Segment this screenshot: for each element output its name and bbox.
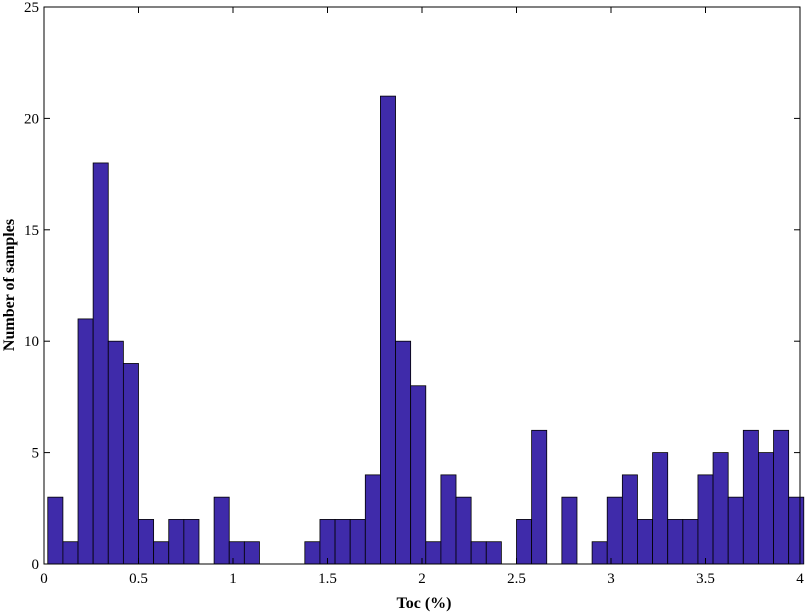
histogram-bar (183, 519, 200, 565)
histogram-bar (62, 541, 79, 565)
histogram-bar (591, 541, 608, 565)
histogram-bar (380, 95, 396, 565)
x-tick-label: 4 (796, 571, 804, 587)
histogram-bar (92, 162, 109, 565)
histogram-bar (228, 541, 245, 565)
x-tick-label: 2 (418, 571, 426, 587)
x-tick-label: 3.5 (696, 571, 715, 587)
x-tick-label: 0 (40, 571, 48, 587)
x-tick-label: 2.5 (507, 571, 526, 587)
histogram-bar (773, 429, 790, 565)
histogram-bar (606, 496, 623, 565)
histogram-bar (349, 519, 366, 565)
histogram-bar (455, 496, 472, 565)
histogram-bar (122, 363, 139, 565)
histogram-bar (425, 541, 442, 565)
y-axis-ticks: 0 5 10 15 20 25 (24, 0, 800, 573)
histogram-bar (470, 541, 487, 565)
histogram-bar (758, 452, 774, 565)
histogram-bar (652, 452, 669, 565)
histogram-bar (637, 519, 653, 565)
histogram-bar (47, 496, 64, 565)
x-axis-title: Toc (%) (397, 595, 452, 612)
histogram-bar (107, 340, 124, 565)
x-tick-label: 3 (607, 571, 615, 587)
histogram-bar (516, 519, 533, 565)
histogram-bar (561, 496, 578, 565)
histogram-bar (304, 541, 321, 565)
histogram-bar (153, 541, 170, 565)
histogram-bar (682, 519, 699, 565)
histogram-bar (319, 519, 336, 565)
y-axis-title: Number of samples (1, 219, 18, 351)
y-tick-label: 5 (32, 446, 40, 462)
histogram-bar (531, 429, 548, 565)
histogram-bar (667, 519, 684, 565)
histogram-bar (788, 496, 805, 565)
histogram-bar (364, 474, 381, 565)
histogram-bar (138, 519, 155, 565)
x-tick-label: 1.5 (318, 571, 337, 587)
histogram-bar (712, 452, 729, 565)
histogram-bars (47, 95, 805, 565)
histogram-bar (395, 340, 412, 565)
histogram-bar (485, 541, 502, 565)
x-axis-ticks: 0 0.5 1 1.5 2 2.5 3 3.5 4 (40, 7, 804, 587)
histogram-bar (410, 385, 427, 565)
x-tick-label: 1 (229, 571, 237, 587)
histogram-bar (727, 496, 744, 565)
x-tick-label: 0.5 (129, 571, 148, 587)
histogram-bar (697, 474, 714, 565)
histogram-bar (77, 318, 94, 565)
histogram-bar (742, 429, 759, 565)
histogram-bar (243, 541, 260, 565)
histogram-bar (334, 519, 351, 565)
y-tick-label: 10 (24, 334, 39, 350)
y-tick-label: 20 (24, 111, 39, 127)
y-tick-label: 0 (32, 557, 40, 573)
histogram-bar (168, 519, 185, 565)
histogram-bar (213, 496, 230, 565)
y-tick-label: 25 (24, 0, 39, 16)
histogram-bar (621, 474, 638, 565)
histogram-bar (440, 474, 457, 565)
y-tick-label: 15 (24, 223, 39, 239)
